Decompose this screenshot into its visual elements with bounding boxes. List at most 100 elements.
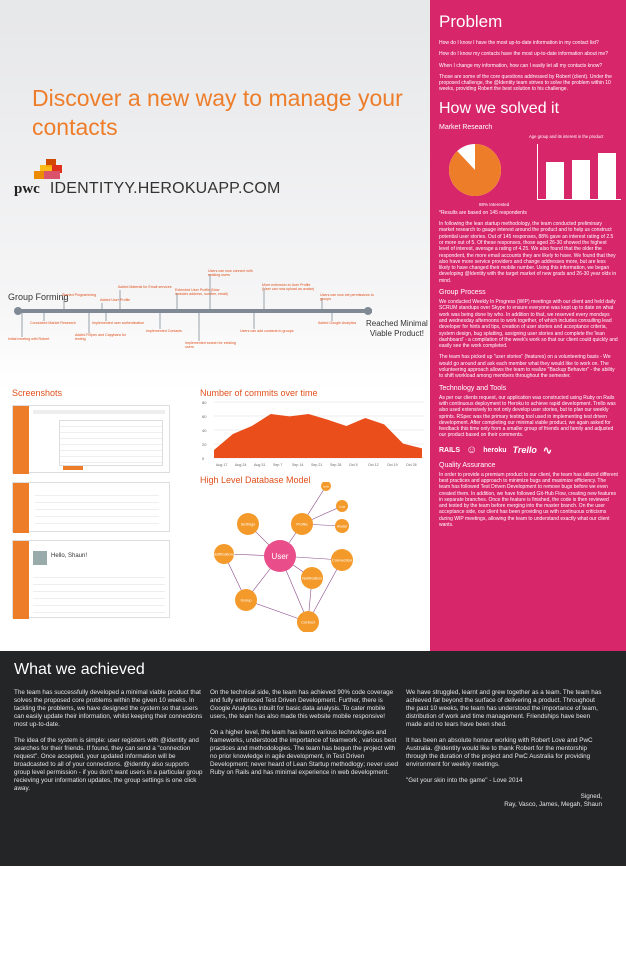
db-node-label: Logs — [339, 505, 346, 509]
timeline-event: More extension to User Profile (User can… — [262, 283, 315, 292]
commits-x-label: Oct 12 — [368, 463, 379, 467]
timeline-start: Group Forming — [8, 292, 69, 302]
signed-label: Signed, — [580, 793, 602, 800]
db-node — [301, 567, 323, 589]
solved-title: How we solved it — [439, 99, 560, 117]
results-note: *Results are based on 145 respondents — [439, 209, 527, 216]
db-relation — [307, 559, 343, 623]
tool-logos: RAILS ☺ heroku Trello ∿ — [439, 444, 618, 457]
db-node — [235, 589, 257, 611]
timeline-event: Started Programming — [62, 293, 97, 297]
achieve-c2p1: On the technical side, the team has achi… — [210, 689, 394, 720]
pwc-logo-mark — [34, 159, 62, 179]
age-bar — [572, 159, 590, 199]
commits-x-label: Aug 31 — [254, 463, 265, 467]
market-title: Market Research — [439, 123, 493, 131]
commits-x-label: Sep 28 — [330, 463, 341, 467]
github-icon: ☺ — [466, 444, 478, 457]
commits-chart: 80 60 40 20 0 Aug 17 Aug 24 Aug 31 Sep 7 Sep 14 Se… — [202, 400, 424, 467]
timeline-event: Added Material for Email services — [118, 285, 172, 289]
timeline-event: Users can add contacts to groups — [240, 329, 294, 333]
db-node-user — [264, 540, 296, 572]
group-text-1: We conducted Weekly In Progress (WIP) me… — [439, 299, 618, 350]
timeline-end-2: Viable Product! — [369, 329, 424, 338]
problem-q3: When I change my information, how can I … — [439, 62, 603, 69]
age-chart-label: Age group and its interest in the produc… — [529, 133, 604, 139]
commits-x-label: Oct 26 — [406, 463, 417, 467]
age-bar — [598, 152, 616, 199]
db-node — [336, 500, 348, 512]
timeline-event: Added RSpec and Capybara for testing — [75, 333, 126, 342]
achievements-col-3: We have struggled, learnt and grew toget… — [406, 689, 602, 809]
age-bar-chart — [537, 143, 621, 200]
problem-text: Those are some of the core questions add… — [439, 73, 612, 93]
squiggle-icon: ∿ — [542, 444, 553, 457]
commits-title: Number of commits over time — [200, 388, 318, 398]
commits-y-label: 80 — [202, 400, 207, 405]
interest-pie — [449, 143, 501, 196]
db-node-label: Contact — [301, 620, 316, 625]
screenshot-greeting: Hello, Shaun! — [51, 553, 88, 559]
tech-text: As per our clients request, our applicat… — [439, 394, 616, 439]
screenshot-profile — [12, 482, 170, 533]
screenshots-title: Screenshots — [12, 388, 63, 398]
db-node-label: Connection — [332, 558, 352, 563]
problem-q2: How do I know my contacts have the most … — [439, 51, 608, 58]
commits-x-label: Aug 24 — [235, 463, 246, 467]
timeline-end: Reached Minimal Viable Product! — [366, 319, 428, 339]
db-node — [297, 611, 319, 632]
timeline-event: Added Google Analytics — [318, 321, 357, 325]
achievements-section: What we achieved The team has successful… — [0, 651, 626, 866]
achieve-c3p1: We have struggled, learnt and grew toget… — [406, 689, 602, 728]
db-node-label: Avatar — [337, 525, 348, 529]
headline: Discover a new way to manage your contac… — [32, 85, 403, 140]
commits-y-label: 60 — [202, 414, 207, 419]
screenshot-groups — [12, 405, 170, 474]
commits-x-label: Sep 7 — [273, 463, 282, 467]
timeline-event: Implemented search for existing users — [185, 341, 236, 350]
achieve-c1p1: The team has successfully developed a mi… — [14, 689, 203, 728]
achievements-title: What we achieved — [14, 661, 145, 678]
timeline-event: Initial meeting with Robert — [8, 337, 50, 341]
heroku-logo: heroku — [483, 446, 507, 454]
achieve-c2p2: On a higher level, the team has learnt v… — [210, 729, 398, 776]
achieve-c1p2: The idea of the system is simple: user r… — [14, 737, 203, 792]
group-title: Group Process — [439, 289, 486, 297]
signature: Signed, Ray, Vasco, James, Megah, Shaun — [406, 793, 602, 809]
group-text-2: The team has picked up "user stories" (f… — [439, 354, 615, 380]
pwc-logo: pwc — [14, 159, 62, 198]
market-charts: 88% Interested Age group and its interes… — [439, 133, 621, 210]
timeline-event: Users can now set permissions to groups — [320, 293, 374, 302]
tech-title: Technology and Tools — [439, 384, 507, 392]
commits-x-label: Oct 5 — [349, 463, 358, 467]
market-text: In following the lean startup methodolog… — [439, 221, 617, 284]
timeline-event: Extended User Profile (Now includes addr… — [175, 288, 228, 297]
db-node — [237, 513, 259, 535]
signed-names: Ray, Vasco, James, Megah, Shaun — [504, 801, 602, 808]
achievements-col-1: The team has successfully developed a mi… — [14, 689, 204, 809]
timeline-end-1: Reached Minimal — [366, 319, 428, 328]
db-node-label: Invite — [323, 486, 330, 489]
db-node-label: Group — [240, 598, 252, 603]
commits-x-label: Aug 17 — [216, 463, 227, 467]
db-node-label: Notifications — [213, 552, 235, 557]
timeline-event: Users can now connect with existing user… — [208, 269, 253, 278]
timeline-event: Implemented user authentication — [92, 321, 145, 325]
db-node — [335, 519, 349, 533]
db-node-label: Profile — [296, 522, 308, 527]
trello-logo: Trello — [512, 445, 537, 456]
db-node-label: User — [272, 552, 289, 561]
interested-label: 88% Interested — [479, 201, 510, 207]
db-node — [291, 513, 313, 535]
timeline-event: Added User Profile — [100, 298, 131, 302]
commits-y-label: 0 — [202, 456, 205, 461]
logo: pwc IDENTITYY.HEROKUAPP.COM — [14, 159, 281, 198]
info-sidebar: Problem How do I know I have the most up… — [430, 0, 626, 651]
achievements-col-2: On the technical side, the team has achi… — [210, 689, 400, 809]
problem-q1: How do I know I have the most up-to-date… — [439, 40, 599, 46]
commits-y-label: 20 — [202, 442, 207, 447]
db-title: High Level Database Model — [200, 475, 311, 485]
qa-text: In order to provide a premium product to… — [439, 471, 618, 529]
rails-logo: RAILS — [439, 446, 460, 454]
screenshot-dashboard: Hello, Shaun! — [12, 540, 170, 619]
